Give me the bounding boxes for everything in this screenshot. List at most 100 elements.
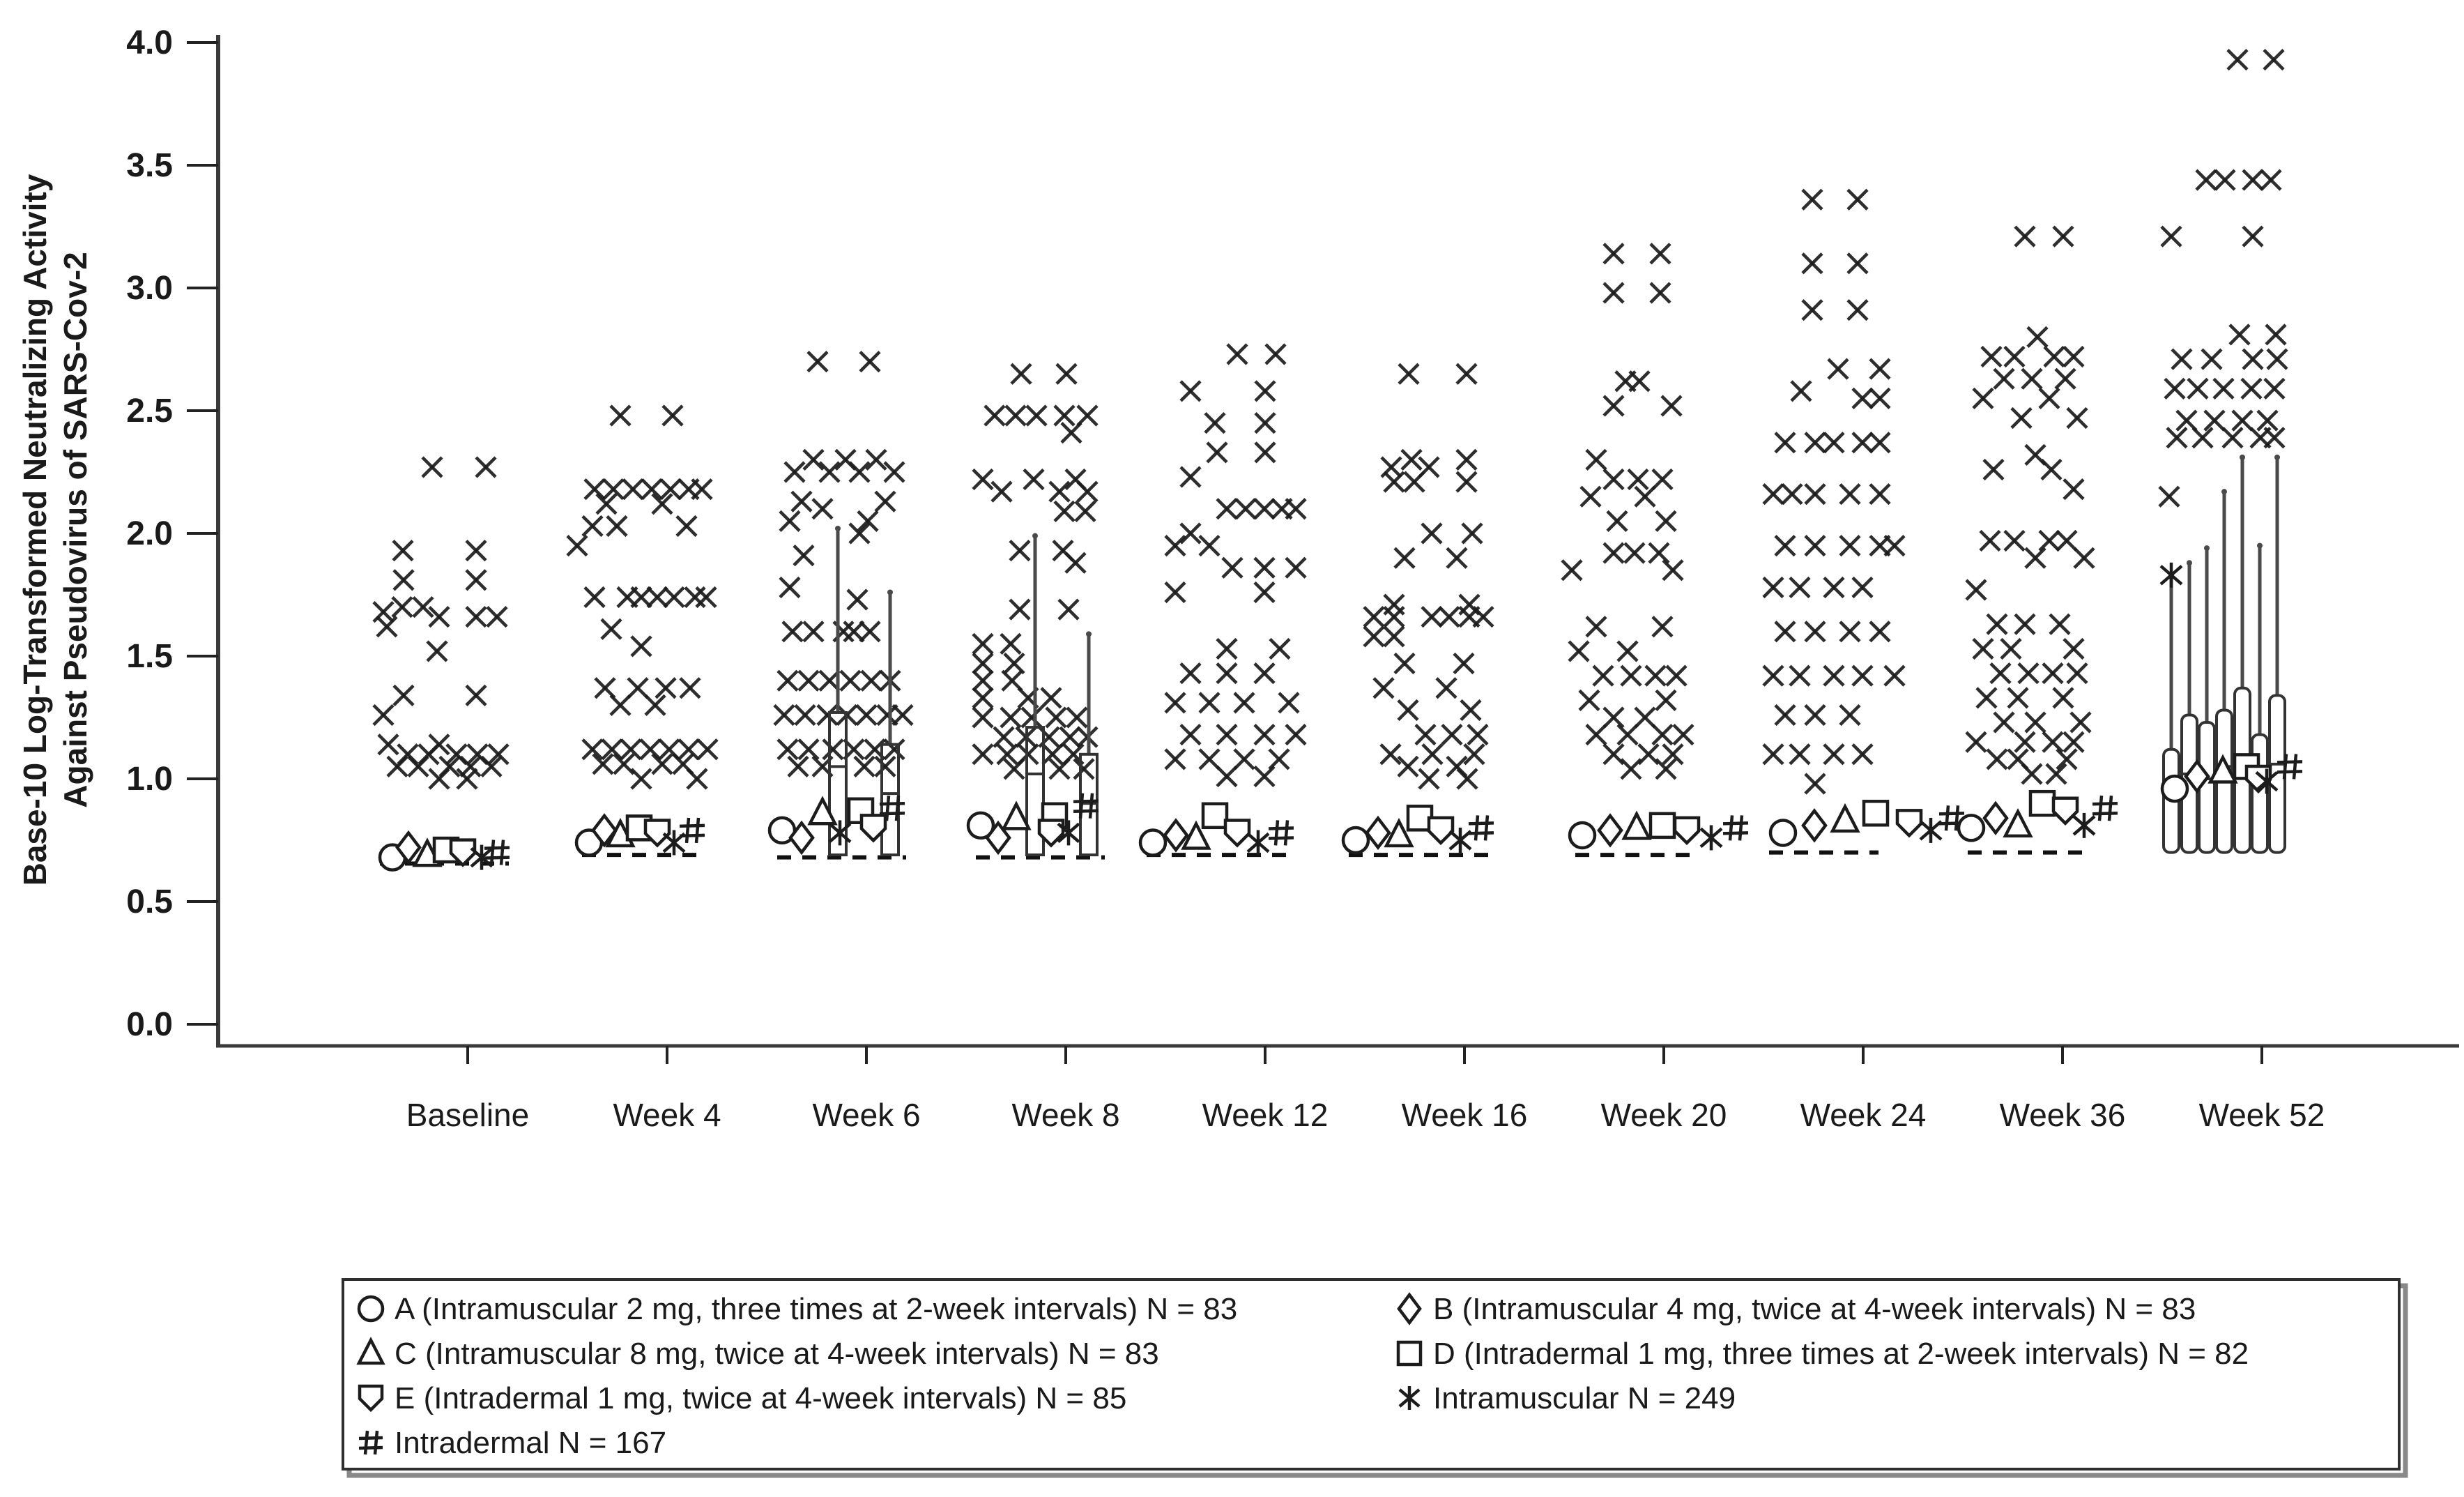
x-datapoint bbox=[1000, 632, 1022, 655]
group-week-36 bbox=[1957, 225, 2118, 855]
x-datapoint bbox=[1846, 188, 1869, 211]
boxplot bbox=[1025, 533, 1045, 857]
x-datapoint bbox=[583, 478, 606, 501]
x-datapoint bbox=[1455, 448, 1478, 471]
boxplot bbox=[2180, 560, 2198, 854]
x-datapoint bbox=[1883, 664, 1906, 687]
x-datapoint bbox=[1869, 483, 1891, 506]
x-datapoint bbox=[1623, 542, 1646, 564]
x-datapoint bbox=[874, 490, 896, 512]
x-datapoint bbox=[883, 738, 905, 761]
x-datapoint bbox=[1164, 692, 1186, 714]
box bbox=[2251, 733, 2269, 854]
shield-marker bbox=[1673, 816, 1701, 846]
box bbox=[880, 743, 900, 857]
x-datapoint bbox=[1804, 432, 1826, 454]
x-datapoint bbox=[972, 669, 994, 692]
x-datapoint bbox=[1827, 358, 1849, 380]
legend: A (Intramuscular 2 mg, three times at 2-… bbox=[342, 1278, 2408, 1478]
legend-entry-circle: A (Intramuscular 2 mg, three times at 2-… bbox=[357, 1292, 1237, 1326]
x-datapoint bbox=[659, 478, 682, 501]
x-datapoint bbox=[2158, 485, 2180, 508]
x-datapoint bbox=[630, 586, 652, 609]
x-datapoint bbox=[776, 738, 799, 761]
boxplot bbox=[2162, 572, 2180, 854]
x-datapoint bbox=[372, 704, 395, 727]
x-datapoint bbox=[1627, 468, 1649, 491]
x-datapoint bbox=[456, 768, 478, 790]
x-datapoint bbox=[1774, 621, 1796, 643]
x-datapoint bbox=[1216, 662, 1238, 685]
x-datapoint bbox=[1980, 345, 2003, 368]
circle-marker bbox=[1341, 826, 1370, 855]
asterisk-marker bbox=[828, 820, 852, 846]
x-datapoint bbox=[1025, 404, 1048, 427]
x-datapoint bbox=[1179, 522, 1202, 545]
x-datapoint bbox=[1972, 637, 1994, 660]
x-datapoint bbox=[2260, 169, 2282, 191]
x-datapoint bbox=[2063, 345, 2085, 368]
x-datapoint bbox=[1648, 542, 1670, 564]
x-datapoint bbox=[993, 726, 1015, 748]
triangle-marker bbox=[1621, 810, 1652, 840]
x-datapoint bbox=[465, 569, 487, 591]
x-datapoint bbox=[1253, 498, 1276, 520]
x-datapoint bbox=[1040, 687, 1062, 709]
x-datapoint bbox=[848, 522, 871, 545]
asterisk-marker bbox=[1057, 820, 1080, 846]
x-datapoint bbox=[1965, 731, 1987, 753]
x-datapoint bbox=[1001, 669, 1023, 692]
x-datapoint bbox=[1253, 581, 1276, 604]
x-datapoint bbox=[1073, 758, 1095, 780]
x-datapoint bbox=[2021, 763, 2043, 785]
x-datapoint bbox=[1620, 664, 1642, 687]
asterisk-marker bbox=[2255, 768, 2279, 794]
square-marker bbox=[1396, 1340, 1423, 1367]
x-datapoint bbox=[846, 588, 868, 611]
square-marker bbox=[1201, 802, 1229, 830]
x-datapoint bbox=[2063, 731, 2085, 753]
x-datapoint bbox=[1644, 664, 1667, 687]
group-week-16 bbox=[1341, 363, 1494, 858]
x-datapoint bbox=[1000, 706, 1022, 729]
legend-entry-label: C (Intramuscular 8 mg, twice at 4-week i… bbox=[395, 1337, 1159, 1371]
x-datapoint bbox=[2056, 748, 2078, 770]
x-datapoint bbox=[1789, 743, 1811, 766]
x-tick-label: Week 16 bbox=[1402, 1097, 1528, 1133]
x-datapoint bbox=[377, 734, 399, 756]
x-datapoint bbox=[1076, 480, 1099, 503]
x-datapoint bbox=[2045, 763, 2067, 785]
triangle-marker bbox=[2207, 754, 2238, 784]
square-marker bbox=[2028, 789, 2056, 817]
x-datapoint bbox=[1839, 704, 1861, 727]
hash-marker bbox=[2276, 754, 2303, 780]
x-datapoint bbox=[865, 448, 887, 471]
x-datapoint bbox=[860, 669, 882, 692]
x-datapoint bbox=[859, 621, 881, 643]
shield-marker bbox=[1427, 816, 1455, 846]
whisker-cap bbox=[2257, 542, 2263, 549]
hash-marker bbox=[879, 796, 905, 821]
legend-entry-diamond: B (Intramuscular 4 mg, twice at 4-week i… bbox=[1397, 1292, 2196, 1326]
shield-marker bbox=[643, 819, 671, 848]
x-datapoint bbox=[1053, 404, 1076, 427]
x-datapoint bbox=[853, 755, 875, 778]
legend-entry-label: Intramuscular N = 249 bbox=[1433, 1381, 1736, 1415]
x-datapoint bbox=[1179, 662, 1202, 685]
x-datapoint bbox=[613, 753, 635, 775]
x-datapoint bbox=[1053, 500, 1076, 522]
x-datapoint bbox=[2014, 613, 2036, 635]
x-datapoint bbox=[2231, 409, 2253, 432]
legend-entry-hash: Intradermal N = 167 bbox=[358, 1426, 666, 1460]
x-tick-label: Week 36 bbox=[2000, 1097, 2126, 1133]
circle-marker bbox=[966, 811, 995, 840]
whisker-cap bbox=[887, 589, 893, 595]
x-datapoint bbox=[609, 694, 632, 717]
asterisk-marker bbox=[2072, 812, 2096, 838]
x-datapoint bbox=[1602, 468, 1625, 491]
x-datapoint bbox=[392, 540, 414, 562]
asterisk-marker bbox=[1448, 828, 1472, 853]
x-datapoint bbox=[1789, 576, 1811, 599]
x-datapoint bbox=[2203, 409, 2226, 432]
x-datapoint bbox=[1790, 380, 1812, 402]
